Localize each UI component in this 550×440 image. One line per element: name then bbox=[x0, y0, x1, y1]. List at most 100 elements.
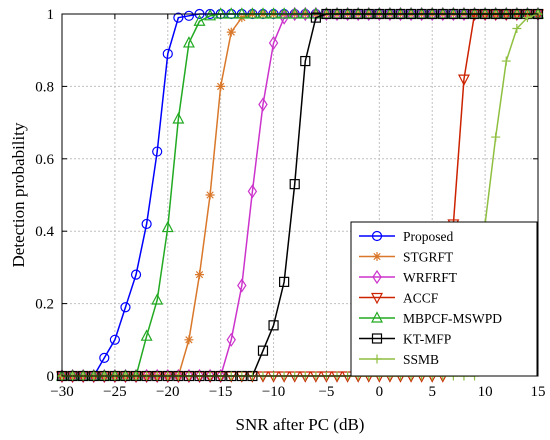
data-point-wrfrft bbox=[459, 6, 469, 22]
data-point-wrfrft bbox=[237, 278, 247, 293]
legend-marker-proposed bbox=[371, 230, 383, 242]
data-point-wrfrft bbox=[385, 6, 395, 22]
data-point-wrfrft bbox=[300, 6, 311, 22]
legend-box bbox=[350, 221, 538, 377]
data-point-proposed bbox=[183, 10, 195, 21]
x-tick-label: −20 bbox=[156, 384, 179, 400]
data-point-wrfrft bbox=[332, 6, 342, 22]
legend-label-proposed: Proposed bbox=[403, 229, 453, 244]
data-point-wrfrft bbox=[416, 6, 427, 22]
data-point-mbpcf-mswpd bbox=[256, 7, 269, 19]
y-tick-label: 1 bbox=[47, 7, 55, 23]
data-point-kt-mfp bbox=[300, 55, 311, 67]
data-point-wrfrft bbox=[353, 6, 363, 22]
data-point-kt-mfp bbox=[257, 345, 269, 356]
data-point-ssmb bbox=[522, 13, 532, 23]
legend-label-ssmb: SSMB bbox=[403, 352, 439, 367]
data-point-wrfrft bbox=[279, 10, 289, 25]
y-tick-label: 0.4 bbox=[35, 224, 54, 240]
x-tick-label: −15 bbox=[209, 384, 232, 400]
legend-marker-ssmb bbox=[372, 354, 382, 364]
data-point-wrfrft bbox=[226, 332, 236, 347]
data-point-proposed bbox=[162, 48, 173, 59]
data-point-proposed bbox=[141, 218, 152, 230]
data-point-proposed bbox=[173, 12, 184, 23]
x-tick-label: 5 bbox=[428, 384, 436, 400]
y-axis-label: Detection probability bbox=[9, 122, 28, 267]
data-point-wrfrft bbox=[448, 6, 459, 22]
data-point-ssmb bbox=[491, 132, 501, 142]
data-point-wrfrft bbox=[258, 97, 268, 112]
data-point-kt-mfp bbox=[310, 12, 321, 23]
data-point-wrfrft bbox=[395, 6, 406, 22]
data-point-proposed bbox=[130, 269, 142, 280]
data-point-mbpcf-mswpd bbox=[278, 7, 291, 19]
x-tick-label: −30 bbox=[50, 384, 73, 400]
data-point-wrfrft bbox=[364, 6, 374, 22]
data-point-ssmb bbox=[501, 56, 511, 66]
data-point-kt-mfp bbox=[268, 320, 279, 331]
x-tick-label: −10 bbox=[262, 384, 285, 400]
data-point-stgrft bbox=[195, 270, 205, 280]
legend-label-wrfrft: WRFRFT bbox=[403, 270, 458, 285]
plot-frame bbox=[61, 13, 539, 377]
data-point-stgrft bbox=[205, 190, 215, 200]
legend-marker-kt-mfp bbox=[371, 333, 383, 344]
data-point-mbpcf-mswpd bbox=[193, 14, 206, 26]
data-point-stgrft bbox=[184, 335, 194, 345]
legend-label-stgrft: STGRFT bbox=[403, 250, 454, 265]
data-point-ssmb bbox=[512, 23, 522, 33]
data-point-wrfrft bbox=[438, 6, 448, 22]
data-point-mbpcf-mswpd bbox=[172, 112, 185, 124]
data-point-wrfrft bbox=[321, 6, 332, 22]
x-tick-label: −5 bbox=[318, 384, 334, 400]
tick-labels: −30 −25 −20 −15 −10 −5 0 5 10 15 0 0.2 0.4 0.6 0.8 1 bbox=[35, 7, 545, 400]
legend-marker-mbpcf-mswpd bbox=[371, 311, 383, 323]
y-tick-label: 0.8 bbox=[35, 79, 54, 95]
y-tick-label: 0.6 bbox=[35, 152, 54, 168]
y-tick-label: 0.2 bbox=[35, 297, 54, 313]
data-point-mbpcf-mswpd bbox=[267, 7, 280, 19]
data-point-mbpcf-mswpd bbox=[140, 329, 153, 341]
data-point-mbpcf-mswpd bbox=[235, 7, 248, 19]
x-tick-label: −25 bbox=[103, 384, 126, 400]
x-tick-label: 0 bbox=[376, 384, 384, 400]
data-point-stgrft bbox=[226, 27, 236, 37]
data-point-proposed bbox=[99, 352, 110, 363]
x-tick-label: 15 bbox=[531, 384, 546, 400]
data-point-wrfrft bbox=[342, 6, 353, 22]
legend-marker-wrfrft bbox=[372, 269, 382, 285]
legend-label-mbpcf-mswpd: MBPCF-MSWPD bbox=[403, 311, 502, 326]
data-point-mbpcf-mswpd bbox=[288, 7, 301, 19]
data-point-proposed bbox=[120, 302, 131, 313]
data-point-proposed bbox=[109, 334, 120, 345]
y-tick-label: 0 bbox=[47, 369, 55, 385]
data-point-proposed bbox=[152, 146, 163, 157]
data-point-mbpcf-mswpd bbox=[161, 220, 174, 233]
data-point-wrfrft bbox=[374, 6, 385, 22]
data-point-mbpcf-mswpd bbox=[225, 7, 238, 19]
legend-marker-stgrft bbox=[372, 252, 382, 261]
data-point-mbpcf-mswpd bbox=[204, 9, 217, 21]
data-point-accf bbox=[457, 74, 470, 86]
x-tick-label: 10 bbox=[478, 384, 493, 400]
x-axis-label: SNR after PC (dB) bbox=[236, 415, 365, 434]
legend: Proposed STGRFT WRFRFT ACCF MBPCF-MSWPD KT-MF… bbox=[350, 221, 538, 377]
data-point-stgrft bbox=[216, 81, 226, 91]
data-point-mbpcf-mswpd bbox=[151, 293, 164, 305]
data-point-kt-mfp bbox=[279, 276, 290, 287]
legend-label-kt-mfp: KT-MFP bbox=[403, 332, 451, 347]
data-point-wrfrft bbox=[406, 6, 416, 22]
data-point-mbpcf-mswpd bbox=[246, 7, 259, 19]
data-point-mbpcf-mswpd bbox=[182, 36, 195, 48]
data-point-wrfrft bbox=[289, 6, 300, 22]
data-point-mbpcf-mswpd bbox=[299, 7, 312, 19]
data-point-mbpcf-mswpd bbox=[214, 7, 227, 19]
data-point-wrfrft bbox=[268, 35, 279, 51]
legend-marker-accf bbox=[371, 292, 383, 305]
data-point-wrfrft bbox=[247, 184, 258, 199]
legend-label-accf: ACCF bbox=[403, 291, 439, 306]
data-point-kt-mfp bbox=[289, 179, 300, 190]
data-point-wrfrft bbox=[427, 6, 437, 22]
